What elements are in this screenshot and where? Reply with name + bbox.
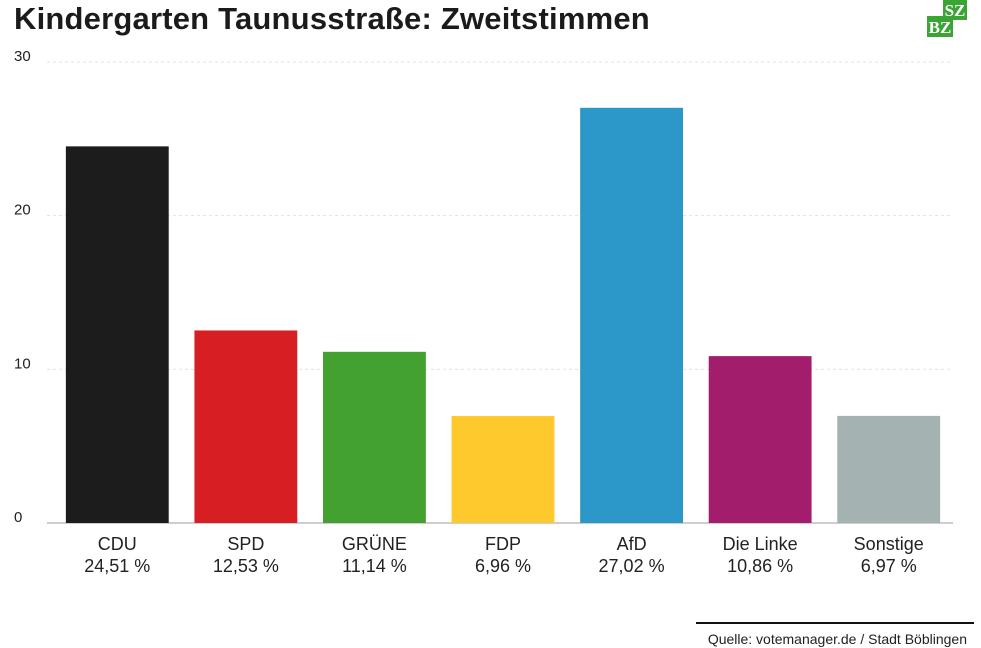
category-label: FDP (485, 534, 521, 554)
y-tick-label: 10 (14, 355, 31, 372)
value-label: 6,97 % (861, 556, 917, 576)
bars (65, 107, 941, 523)
y-axis-ticks: 0 10 20 30 (14, 48, 31, 526)
category-label: SPD (227, 534, 264, 554)
bar-cdu (65, 146, 169, 523)
value-label: 6,96 % (475, 556, 531, 576)
chart-title: Kindergarten Taunusstraße: Zweitstimmen (14, 1, 650, 36)
category-label: AfD (617, 534, 647, 554)
logo-block-bottom (927, 16, 953, 37)
value-label: 11,14 % (342, 556, 407, 576)
y-tick-label: 30 (14, 48, 31, 65)
szbz-logo: SZ BZ (927, 0, 967, 37)
value-label: 24,51 % (84, 556, 150, 576)
bar-grüne (323, 351, 426, 523)
bar-spd (194, 330, 298, 523)
bar-sonstige (837, 415, 941, 523)
bar-afd (580, 107, 683, 523)
bar-fdp (451, 416, 555, 523)
category-label: Sonstige (854, 534, 924, 554)
source-note: Quelle: votemanager.de / Stadt Böblingen (707, 631, 967, 647)
source-divider (696, 622, 974, 624)
value-label: 27,02 % (599, 556, 665, 576)
value-label: 10,86 % (727, 556, 793, 576)
category-label: Die Linke (723, 534, 798, 554)
y-tick-label: 0 (14, 509, 22, 526)
value-label: 12,53 % (213, 556, 279, 576)
category-label: CDU (98, 534, 137, 554)
category-label: GRÜNE (342, 534, 407, 554)
logo-block-top (943, 0, 967, 20)
logo-text-bottom: BZ (929, 18, 952, 37)
bar-die-linke (708, 356, 812, 523)
logo-text-top: SZ (945, 1, 966, 20)
y-tick-label: 20 (14, 202, 31, 219)
